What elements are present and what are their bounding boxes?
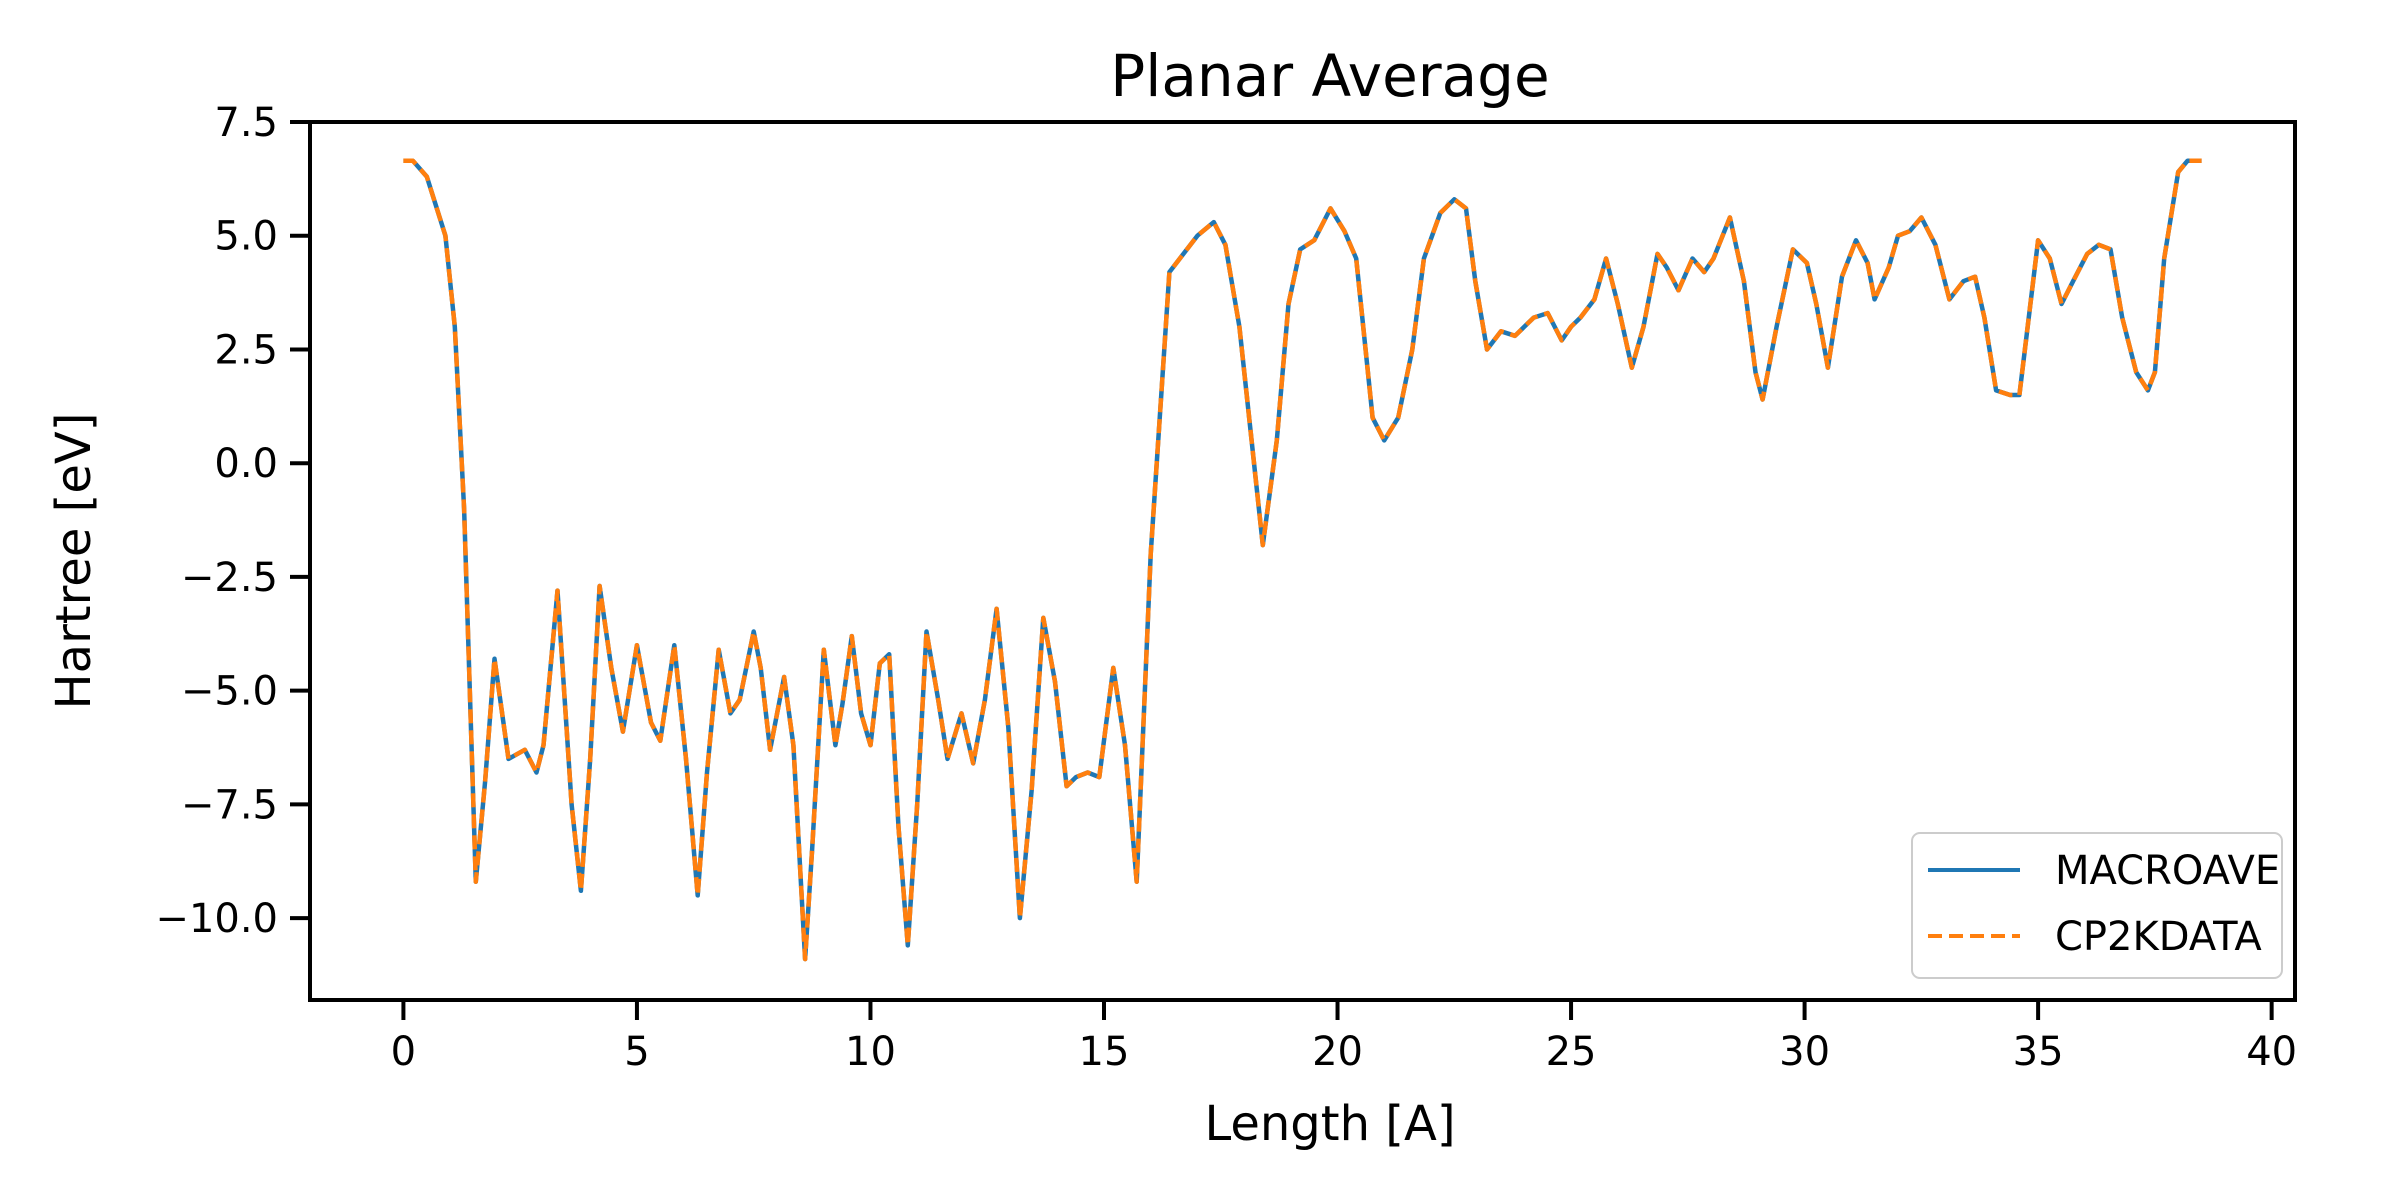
x-tick-label: 30 bbox=[1779, 1029, 1830, 1075]
x-axis-ticks: 0 5 10 15 20 25 30 35 40 bbox=[391, 1000, 2297, 1075]
y-tick-label: −2.5 bbox=[181, 555, 278, 601]
legend-label-cp2kdata: CP2KDATA bbox=[2055, 914, 2262, 960]
y-axis-ticks: 7.5 5.0 2.5 0.0 −2.5 −5.0 −7.5 −10.0 bbox=[155, 100, 310, 942]
x-tick-label: 25 bbox=[1546, 1029, 1597, 1075]
y-tick-label: 5.0 bbox=[214, 214, 278, 260]
legend-label-macroave: MACROAVE bbox=[2055, 848, 2280, 894]
x-tick-label: 5 bbox=[624, 1029, 649, 1075]
x-tick-label: 15 bbox=[1079, 1029, 1130, 1075]
x-axis-label: Length [A] bbox=[1204, 1096, 1455, 1152]
y-tick-label: −7.5 bbox=[181, 782, 278, 828]
x-tick-label: 20 bbox=[1312, 1029, 1363, 1075]
chart-title: Planar Average bbox=[1110, 42, 1549, 110]
plot-frame bbox=[308, 120, 2297, 1002]
x-tick-label: 35 bbox=[2013, 1029, 2064, 1075]
series-line-cp2kdata bbox=[403, 158, 2202, 962]
y-axis-label: Hartree [eV] bbox=[46, 413, 102, 710]
y-tick-label: −10.0 bbox=[155, 896, 278, 942]
legend: MACROAVE CP2KDATA bbox=[1911, 832, 2283, 979]
series-layer bbox=[403, 158, 2202, 962]
y-tick-label: 0.0 bbox=[214, 441, 278, 487]
y-tick-label: 2.5 bbox=[214, 327, 278, 373]
x-tick-label: 0 bbox=[391, 1029, 416, 1075]
x-tick-label: 40 bbox=[2246, 1029, 2297, 1075]
y-tick-label: −5.0 bbox=[181, 669, 278, 715]
x-tick-label: 10 bbox=[845, 1029, 896, 1075]
y-tick-label: 7.5 bbox=[214, 100, 278, 146]
